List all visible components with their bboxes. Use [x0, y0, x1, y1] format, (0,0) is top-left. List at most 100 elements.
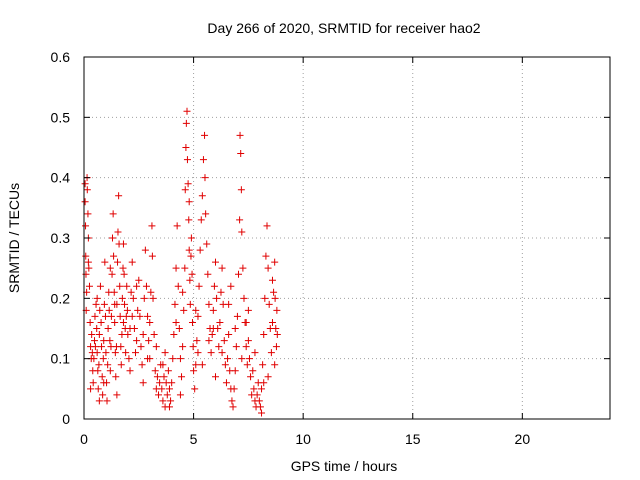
x-tick-label: 0	[80, 431, 88, 447]
y-tick-label: 0.5	[51, 109, 71, 125]
data-point	[136, 312, 144, 320]
data-point	[158, 385, 166, 393]
data-point	[161, 403, 169, 411]
y-tick-label: 0.6	[51, 49, 71, 65]
data-points	[81, 107, 281, 417]
data-point	[112, 373, 120, 381]
data-point	[190, 367, 198, 375]
data-point	[240, 294, 248, 302]
x-axis-label: GPS time / hours	[291, 458, 398, 474]
data-point	[264, 264, 272, 272]
data-point	[231, 325, 239, 332]
data-point	[256, 403, 264, 411]
y-axis-label: SRMTID / TECUs	[6, 183, 22, 293]
data-point	[228, 397, 236, 405]
data-point	[237, 186, 245, 194]
data-point	[186, 300, 194, 308]
data-point	[106, 264, 114, 272]
data-point	[235, 270, 243, 278]
data-point	[137, 343, 145, 351]
data-point	[259, 361, 267, 369]
data-point	[250, 385, 258, 393]
data-point	[119, 318, 127, 326]
data-point	[268, 276, 276, 284]
data-point	[159, 361, 167, 369]
data-point	[176, 391, 184, 399]
data-point	[172, 264, 180, 272]
data-point	[187, 234, 195, 242]
data-point	[174, 282, 182, 290]
data-point	[182, 119, 190, 127]
data-point	[165, 385, 173, 393]
data-point	[188, 270, 196, 278]
data-point	[113, 391, 121, 399]
data-point	[145, 337, 153, 345]
data-point	[201, 131, 209, 139]
data-point	[104, 361, 112, 369]
data-point	[148, 252, 156, 260]
data-point	[267, 349, 275, 357]
data-point	[188, 318, 196, 326]
data-point	[212, 258, 219, 266]
data-point	[132, 349, 140, 357]
data-point	[119, 264, 127, 272]
data-point	[270, 288, 278, 296]
data-point	[192, 306, 200, 314]
data-point	[111, 300, 119, 308]
data-point	[118, 294, 126, 302]
data-point	[142, 282, 150, 290]
data-point	[82, 222, 90, 230]
data-point	[208, 331, 216, 339]
data-point	[176, 355, 184, 363]
data-point	[209, 325, 217, 332]
data-point	[213, 294, 221, 302]
data-point	[229, 403, 237, 411]
data-point	[212, 373, 219, 381]
data-point	[111, 349, 119, 357]
data-point	[258, 409, 266, 417]
data-point	[183, 107, 191, 115]
data-point	[187, 252, 195, 260]
data-point	[159, 397, 167, 405]
y-tick-label: 0.4	[51, 170, 71, 186]
data-point	[237, 150, 245, 158]
data-point	[271, 361, 279, 369]
data-point	[216, 318, 224, 326]
data-point	[93, 349, 101, 357]
data-point	[85, 264, 93, 272]
data-point	[84, 210, 92, 218]
data-point	[183, 156, 191, 164]
data-point	[101, 258, 109, 266]
data-point	[168, 379, 176, 387]
data-point	[204, 270, 212, 278]
data-point	[91, 337, 99, 345]
data-point	[263, 222, 271, 230]
data-point	[100, 300, 108, 308]
data-point	[233, 312, 241, 320]
data-point	[203, 240, 211, 248]
x-tick-label: 20	[515, 431, 531, 447]
data-point	[175, 325, 183, 332]
data-point	[272, 343, 280, 351]
data-point	[119, 240, 127, 248]
data-point	[118, 331, 126, 339]
data-point	[102, 349, 110, 357]
data-point	[144, 355, 152, 363]
data-point	[244, 337, 252, 345]
data-point	[95, 397, 103, 405]
data-point	[95, 331, 103, 339]
data-point	[116, 312, 124, 320]
data-point	[95, 361, 103, 369]
data-point	[169, 355, 177, 363]
data-point	[181, 264, 189, 272]
data-point	[215, 343, 223, 351]
data-point	[258, 385, 266, 393]
data-point	[205, 300, 213, 308]
data-point	[153, 373, 161, 381]
data-point	[91, 312, 99, 320]
data-point	[172, 318, 180, 326]
data-point	[109, 210, 117, 218]
data-point	[171, 300, 179, 308]
data-point	[129, 294, 137, 302]
